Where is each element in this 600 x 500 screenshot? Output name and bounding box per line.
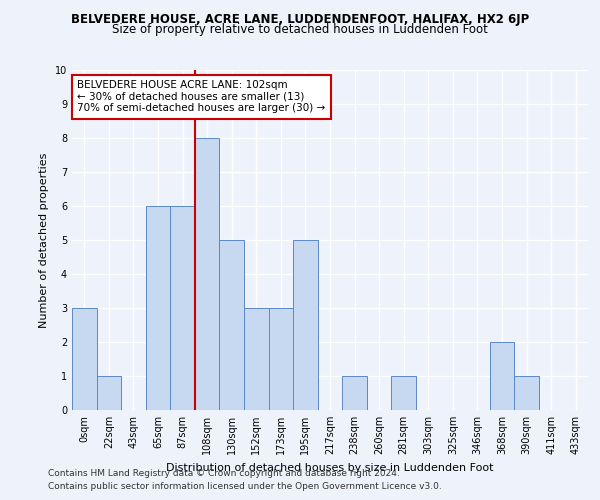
Bar [220, 240, 244, 410]
Bar [490, 342, 514, 410]
Bar [170, 206, 195, 410]
Bar [72, 308, 97, 410]
Bar [293, 240, 318, 410]
Bar [146, 206, 170, 410]
Bar [97, 376, 121, 410]
Bar [514, 376, 539, 410]
X-axis label: Distribution of detached houses by size in Luddenden Foot: Distribution of detached houses by size … [166, 462, 494, 472]
Text: BELVEDERE HOUSE, ACRE LANE, LUDDENDENFOOT, HALIFAX, HX2 6JP: BELVEDERE HOUSE, ACRE LANE, LUDDENDENFOO… [71, 12, 529, 26]
Bar [244, 308, 269, 410]
Y-axis label: Number of detached properties: Number of detached properties [40, 152, 49, 328]
Bar [391, 376, 416, 410]
Text: Contains HM Land Registry data © Crown copyright and database right 2024.: Contains HM Land Registry data © Crown c… [48, 468, 400, 477]
Text: Size of property relative to detached houses in Luddenden Foot: Size of property relative to detached ho… [112, 22, 488, 36]
Bar [269, 308, 293, 410]
Bar [195, 138, 220, 410]
Bar [342, 376, 367, 410]
Text: BELVEDERE HOUSE ACRE LANE: 102sqm
← 30% of detached houses are smaller (13)
70% : BELVEDERE HOUSE ACRE LANE: 102sqm ← 30% … [77, 80, 325, 114]
Text: Contains public sector information licensed under the Open Government Licence v3: Contains public sector information licen… [48, 482, 442, 491]
